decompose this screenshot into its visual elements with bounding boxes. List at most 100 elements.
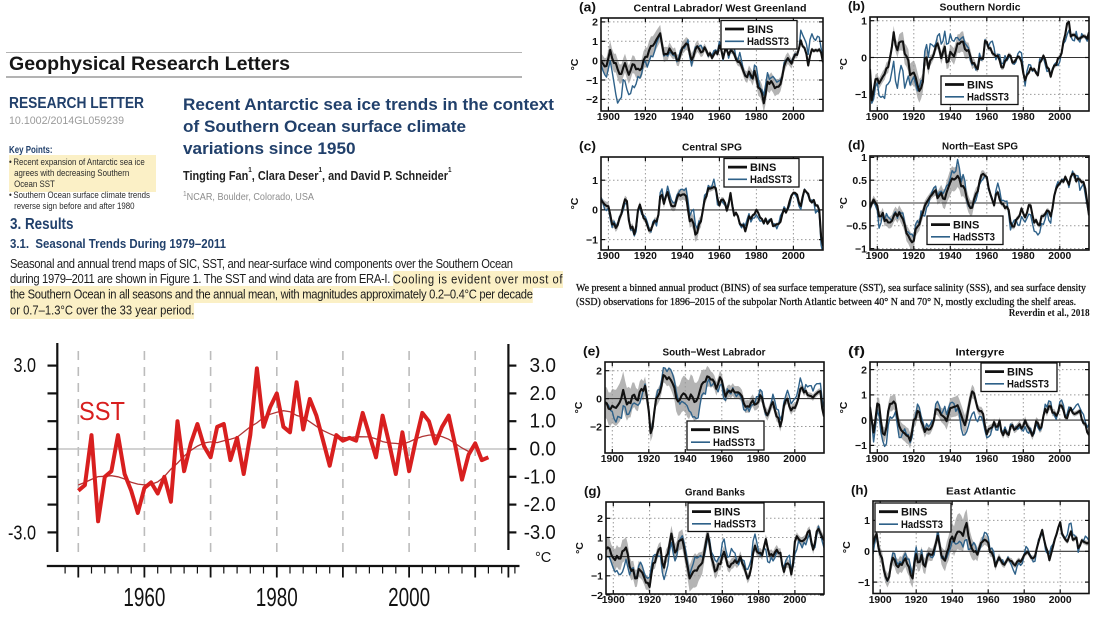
- svg-text:HadSST3: HadSST3: [953, 232, 995, 244]
- svg-text:1900: 1900: [866, 111, 889, 123]
- svg-text:(d): (d): [848, 138, 865, 153]
- svg-text:2000: 2000: [782, 250, 805, 262]
- svg-text:0: 0: [596, 393, 602, 405]
- svg-text:1: 1: [861, 152, 867, 164]
- svg-text:0: 0: [592, 55, 598, 67]
- svg-text:(e): (e): [583, 344, 600, 359]
- svg-text:HadSST3: HadSST3: [901, 519, 943, 531]
- svg-text:2000: 2000: [783, 453, 806, 465]
- svg-text:1920: 1920: [634, 111, 657, 123]
- svg-text:−2: −2: [591, 590, 603, 602]
- svg-text:1900: 1900: [866, 453, 889, 465]
- svg-text:1940: 1940: [671, 111, 694, 123]
- svg-text:HadSST3: HadSST3: [967, 92, 1009, 104]
- svg-text:1980: 1980: [745, 250, 768, 262]
- svg-text:BINS: BINS: [967, 79, 993, 91]
- svg-text:°C: °C: [838, 401, 850, 413]
- svg-text:−1: −1: [586, 234, 598, 246]
- svg-text:1980: 1980: [1012, 453, 1035, 465]
- svg-text:HadSST3: HadSST3: [1007, 379, 1049, 391]
- svg-text:2: 2: [861, 364, 867, 376]
- svg-text:1980: 1980: [1012, 250, 1035, 262]
- svg-text:1960: 1960: [708, 250, 731, 262]
- svg-text:3.0: 3.0: [530, 355, 557, 377]
- svg-text:BINS: BINS: [953, 219, 979, 231]
- svg-text:1920: 1920: [902, 250, 925, 262]
- svg-text:3.0: 3.0: [14, 355, 37, 377]
- svg-text:1940: 1940: [671, 250, 694, 262]
- svg-text:-2.0: -2.0: [524, 494, 556, 516]
- svg-text:1940: 1940: [941, 594, 964, 606]
- svg-text:1920: 1920: [637, 453, 660, 465]
- svg-text:1: 1: [597, 532, 603, 544]
- svg-text:1920: 1920: [902, 111, 925, 123]
- svg-text:−2: −2: [590, 421, 602, 433]
- svg-text:Central SPG: Central SPG: [682, 142, 742, 154]
- svg-text:HadSST3: HadSST3: [714, 519, 756, 531]
- svg-text:°C: °C: [569, 58, 581, 70]
- svg-text:2: 2: [597, 513, 603, 525]
- svg-text:1940: 1940: [674, 453, 697, 465]
- svg-text:Southern Nordic: Southern Nordic: [940, 2, 1021, 14]
- svg-text:2000: 2000: [783, 594, 806, 606]
- svg-text:1940: 1940: [939, 111, 962, 123]
- svg-text:−2: −2: [586, 94, 598, 106]
- svg-text:South−West Labrador: South−West Labrador: [663, 347, 766, 359]
- svg-text:North−East SPG: North−East SPG: [942, 141, 1018, 153]
- svg-text:1900: 1900: [869, 594, 892, 606]
- svg-text:1960: 1960: [975, 453, 998, 465]
- svg-text:°C: °C: [569, 197, 581, 209]
- svg-text:°C: °C: [838, 197, 850, 209]
- svg-text:HadSST3: HadSST3: [747, 36, 789, 48]
- svg-text:HadSST3: HadSST3: [713, 437, 755, 449]
- svg-text:°C: °C: [574, 542, 586, 554]
- svg-text:(b): (b): [848, 0, 865, 14]
- svg-text:1980: 1980: [745, 111, 768, 123]
- svg-text:HadSST3: HadSST3: [750, 174, 792, 186]
- svg-text:−1: −1: [591, 571, 603, 583]
- svg-text:1960: 1960: [711, 594, 734, 606]
- svg-text:(a): (a): [579, 0, 596, 15]
- svg-text:°C: °C: [535, 550, 551, 566]
- svg-text:0: 0: [597, 551, 603, 563]
- svg-text:2000: 2000: [782, 111, 805, 123]
- svg-text:-3.0: -3.0: [8, 523, 36, 545]
- svg-text:1: 1: [592, 175, 598, 187]
- svg-text:1900: 1900: [597, 111, 620, 123]
- svg-text:(c): (c): [579, 139, 596, 154]
- svg-text:1960: 1960: [710, 453, 733, 465]
- svg-text:0: 0: [592, 205, 598, 217]
- svg-text:2.0: 2.0: [530, 383, 557, 405]
- svg-text:1: 1: [861, 16, 867, 28]
- svg-text:2000: 2000: [1048, 111, 1071, 123]
- svg-text:-1.0: -1.0: [524, 466, 556, 488]
- svg-text:2000: 2000: [1049, 594, 1072, 606]
- svg-text:−1: −1: [855, 89, 867, 101]
- svg-text:0: 0: [864, 546, 870, 558]
- svg-text:−1: −1: [586, 75, 598, 87]
- svg-text:1980: 1980: [1012, 111, 1035, 123]
- svg-text:2000: 2000: [1048, 453, 1071, 465]
- svg-text:0: 0: [861, 198, 867, 210]
- svg-text:−1: −1: [858, 577, 870, 589]
- svg-text:Central Labrador/ West Greenla: Central Labrador/ West Greenland: [634, 3, 807, 15]
- svg-text:1940: 1940: [674, 594, 697, 606]
- svg-text:0: 0: [861, 415, 867, 427]
- svg-text:1980: 1980: [1013, 594, 1036, 606]
- svg-text:0: 0: [861, 52, 867, 64]
- svg-text:(h): (h): [851, 483, 868, 498]
- svg-text:°C: °C: [838, 58, 850, 70]
- svg-text:Grand Banks: Grand Banks: [685, 487, 745, 499]
- svg-text:°C: °C: [573, 401, 585, 413]
- svg-text:1980: 1980: [747, 453, 770, 465]
- svg-text:BINS: BINS: [750, 162, 776, 174]
- svg-text:2: 2: [592, 17, 598, 29]
- svg-text:0.0: 0.0: [530, 439, 557, 461]
- svg-text:1: 1: [592, 36, 598, 48]
- svg-text:(g): (g): [584, 484, 601, 499]
- svg-text:1900: 1900: [597, 250, 620, 262]
- svg-text:°C: °C: [841, 541, 853, 553]
- svg-text:SST: SST: [79, 396, 125, 426]
- svg-text:1: 1: [864, 515, 870, 527]
- svg-text:1960: 1960: [975, 111, 998, 123]
